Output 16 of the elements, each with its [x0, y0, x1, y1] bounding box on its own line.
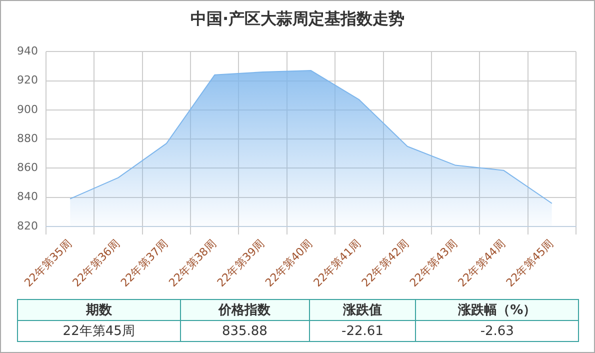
chart-title: 中国·产区大蒜周定基指数走势 — [189, 9, 406, 30]
text: 涨跌值 — [309, 300, 416, 320]
text: 价格指数 — [180, 300, 310, 320]
y-tick-label: 860 — [16, 161, 38, 174]
y-tick-label: 900 — [16, 102, 38, 116]
text: 涨跌幅（%） — [416, 300, 578, 320]
y-tick-label: 880 — [16, 132, 38, 145]
y-tick-label: 920 — [16, 74, 38, 87]
text: -2.63 — [416, 320, 578, 342]
y-tick-label: 820 — [16, 219, 38, 232]
y-tick-label: 940 — [16, 44, 38, 58]
text: 835.88 — [180, 320, 310, 342]
text: 22年第45周 — [18, 320, 180, 342]
text: 期数 — [18, 300, 180, 320]
y-tick-label: 840 — [16, 190, 38, 204]
text: -22.61 — [309, 320, 416, 342]
